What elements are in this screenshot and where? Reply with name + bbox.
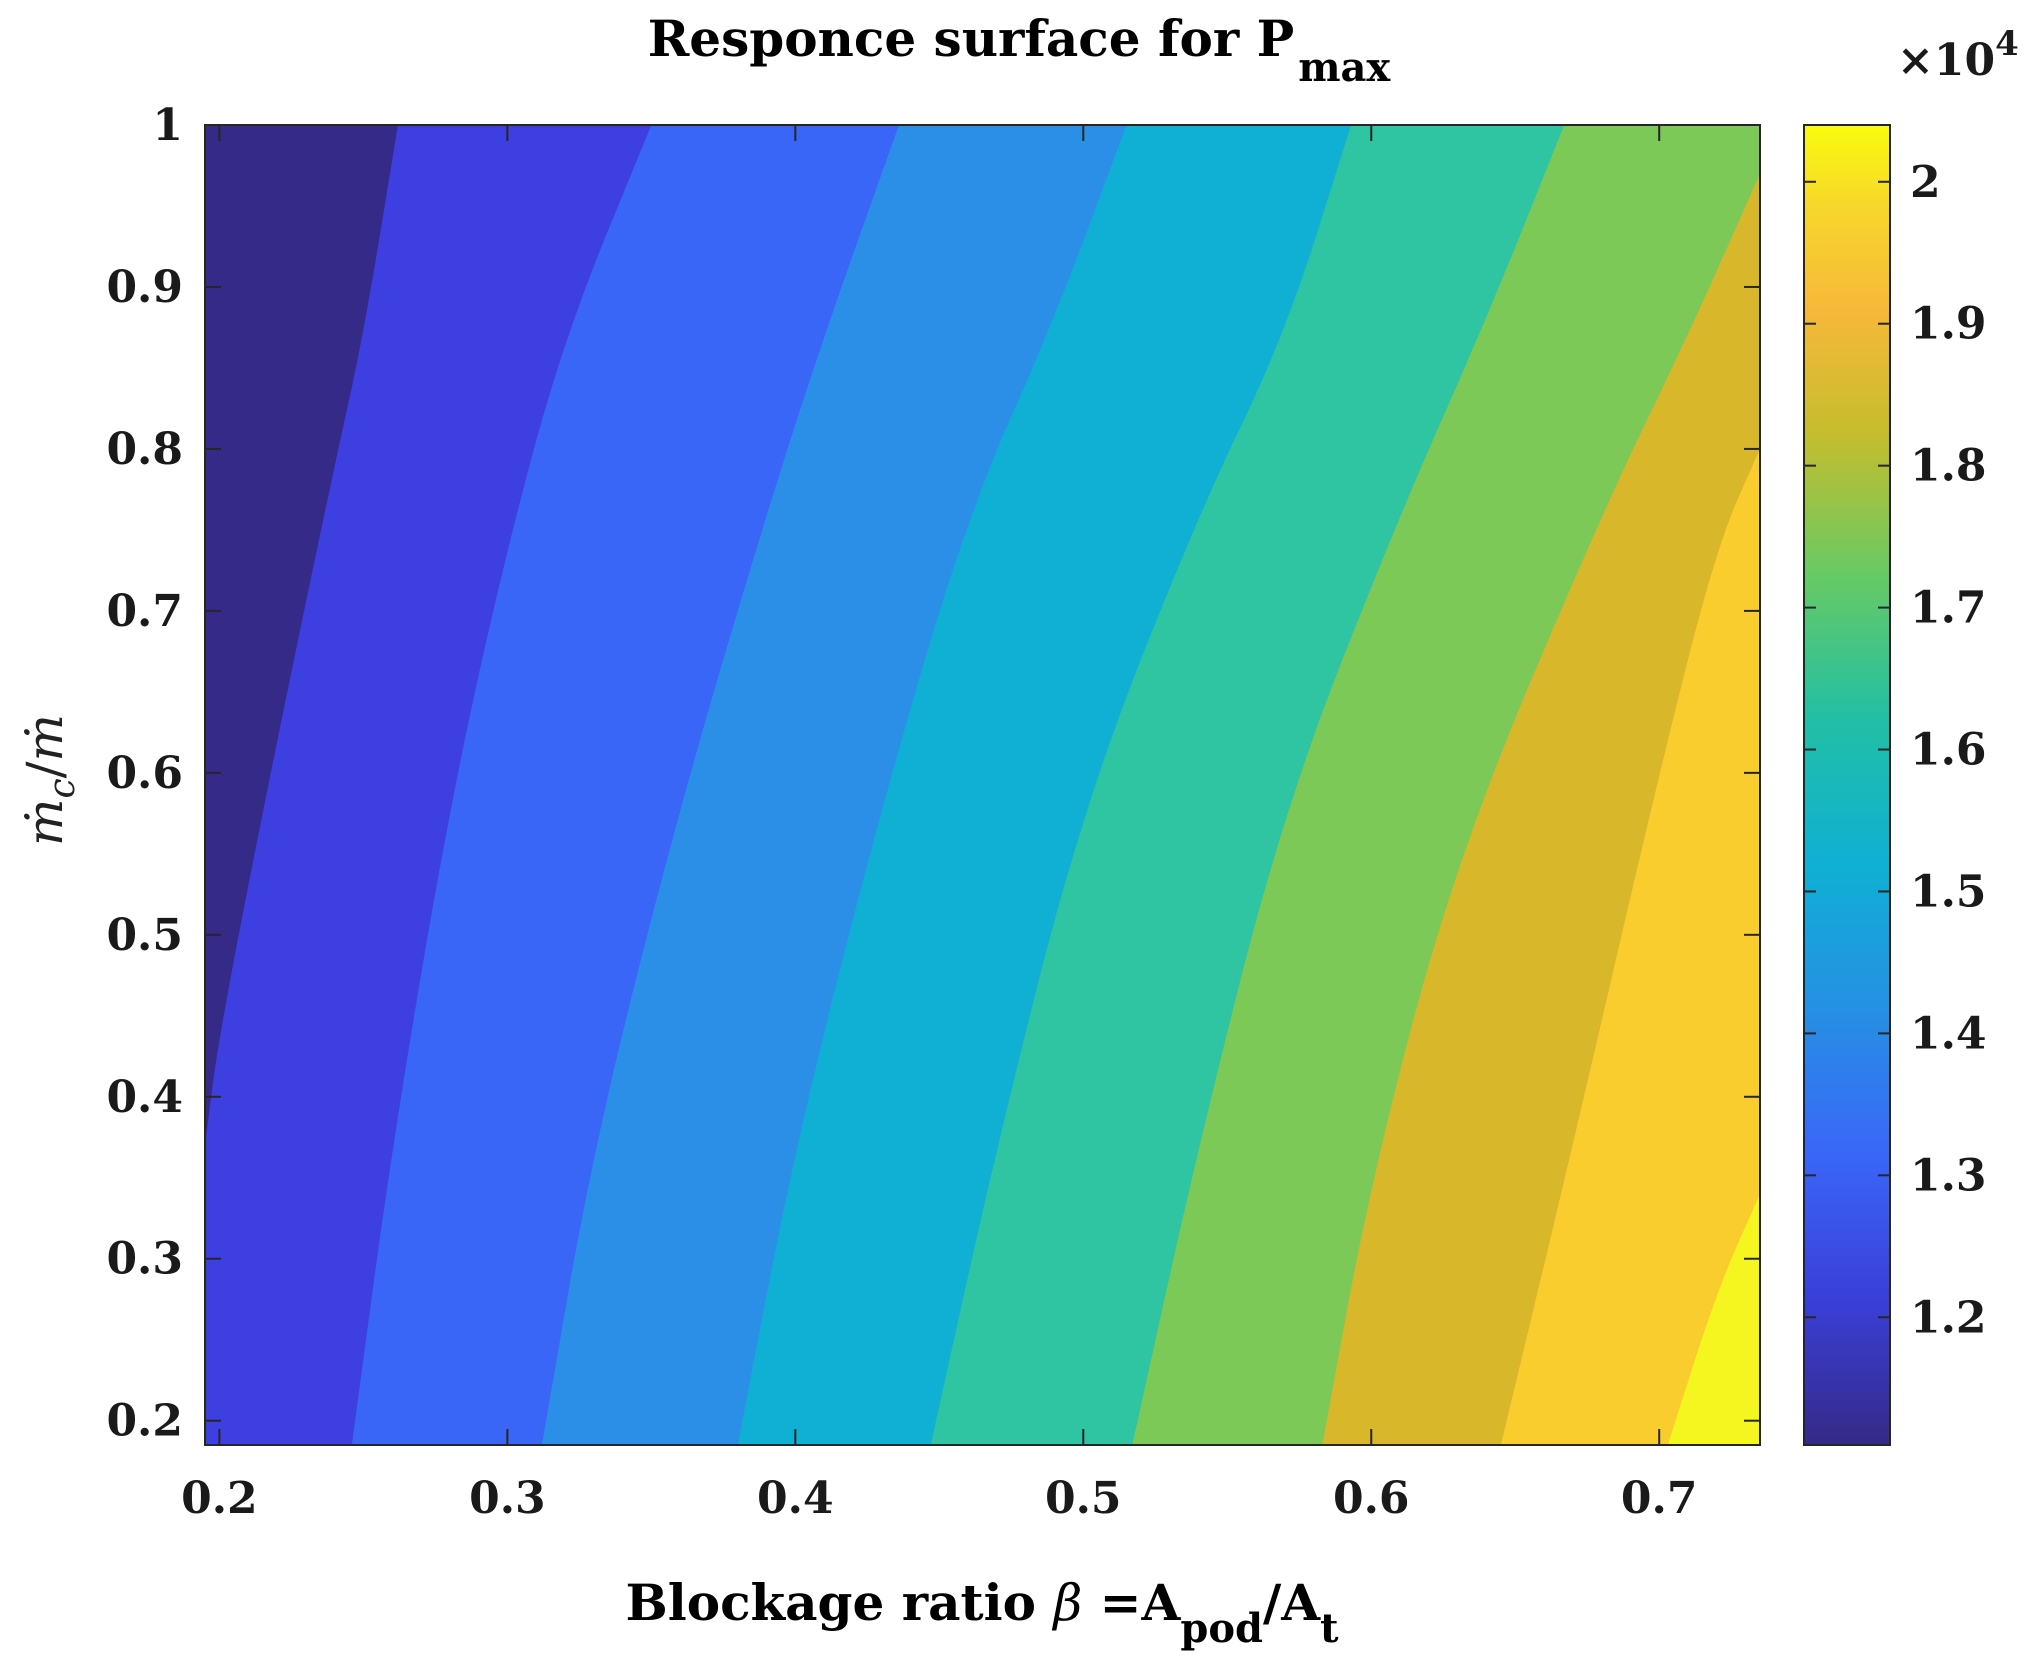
y-label-slash: / (16, 761, 74, 778)
y-tick-label: 0.8 (106, 424, 183, 475)
plot-frame (204, 124, 1761, 1446)
y-tick-label: 0.5 (106, 910, 183, 961)
x-tick-labels: 0.2 0.3 0.4 0.5 0.6 0.7 (181, 1473, 1697, 1524)
y-tick-label: 0.6 (106, 748, 183, 799)
x-label-slash: /A (1263, 1573, 1321, 1632)
colorbar-ticks (1804, 180, 1890, 1319)
colorbar-multiplier-exp: 4 (1995, 24, 2019, 64)
x-label-symbol: β (1051, 1574, 1082, 1632)
colorbar-tick-label: 1.8 (1910, 441, 1987, 492)
y-tick-label: 1 (152, 100, 183, 151)
colorbar-tick-labels: 1.2 1.3 1.4 1.5 1.6 1.7 1.8 1.9 2 (1910, 157, 1987, 1343)
y-label-numer: ṁ (16, 799, 74, 846)
colorbar-tick-label: 1.2 (1910, 1292, 1987, 1343)
x-tick-label: 0.6 (1333, 1473, 1410, 1524)
colorbar (1803, 124, 1891, 1446)
x-tick-label: 0.7 (1621, 1473, 1698, 1524)
y-tick-label: 0.3 (106, 1234, 183, 1285)
x-label-eq: =A (1082, 1573, 1181, 1632)
x-label-sub1: pod (1180, 1605, 1263, 1652)
x-axis-label: Blockage ratio β =Apod/At (625, 1573, 1339, 1652)
contour-band-9 (1667, 1193, 1760, 1445)
colorbar-tick-label: 1.9 (1910, 299, 1987, 350)
colorbar-tick-label: 1.3 (1910, 1150, 1987, 1201)
colorbar-multiplier: ×104 (1897, 24, 2019, 86)
svg-text:ṁc/ṁ: ṁc/ṁ (16, 714, 83, 846)
contour-bands (205, 125, 1760, 1445)
y-tick-labels: 0.2 0.3 0.4 0.5 0.6 0.7 0.8 0.9 1 (106, 100, 183, 1447)
contour-band-8 (1500, 448, 1760, 1445)
x-label-sub2: t (1320, 1605, 1339, 1652)
colorbar-tick-label: 1.7 (1910, 583, 1987, 634)
y-label-numer-sub: c (42, 778, 83, 798)
x-label-text: Blockage ratio (625, 1573, 1053, 1632)
x-tick-label: 0.3 (469, 1473, 546, 1524)
colorbar-multiplier-base: ×10 (1897, 35, 1995, 86)
chart-title-sub: max (1298, 44, 1391, 91)
colorbar-tick-label: 1.6 (1910, 725, 1987, 776)
y-label-denom: ṁ (16, 714, 74, 761)
y-tick-label: 0.4 (106, 1072, 183, 1123)
y-tick-label: 0.2 (106, 1396, 183, 1447)
colorbar-tick-label: 2 (1910, 157, 1941, 208)
y-axis-label: ṁc/ṁ (16, 714, 83, 846)
x-tick-label: 0.4 (757, 1473, 834, 1524)
colorbar-tick-label: 1.5 (1910, 866, 1987, 917)
x-tick-label: 0.2 (181, 1473, 258, 1524)
x-tick-label: 0.5 (1045, 1473, 1122, 1524)
chart-title-main: Responce surface for P (648, 9, 1294, 68)
y-tick-label: 0.9 (106, 262, 183, 313)
y-tick-label: 0.7 (106, 586, 183, 637)
colorbar-tick-label: 1.4 (1910, 1008, 1987, 1059)
